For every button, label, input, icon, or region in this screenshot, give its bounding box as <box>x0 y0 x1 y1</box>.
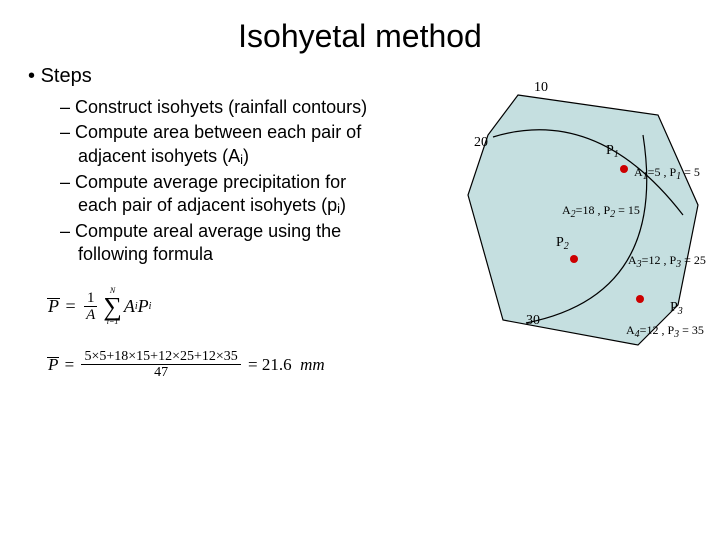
a1-as: 1 <box>643 171 648 182</box>
a2-a: A <box>562 203 571 217</box>
p1-p: P <box>606 143 614 158</box>
step-4: Compute areal average using the followin… <box>60 220 390 267</box>
dot-p1 <box>620 165 628 173</box>
step-2: Compute area between each pair of adjace… <box>60 121 390 168</box>
formula-area: P = 1 A N ∑ i=1 AiPi P = 5×5+18×15+12×25… <box>18 269 390 381</box>
a4-a: A <box>626 323 635 337</box>
formula2-unit: mm <box>300 355 325 375</box>
a2-pv: 15 <box>628 203 640 217</box>
p1-sub: 1 <box>614 149 619 160</box>
area-label-1: A1=5 , P1 = 5 <box>634 165 700 182</box>
left-column: Steps Construct isohyets (rainfall conto… <box>18 65 398 445</box>
formula2-unit-sp <box>292 355 301 375</box>
right-column: 10 20 30 P1 P2 P3 A1=5 , P1 = 5 A2=18 , … <box>398 65 702 445</box>
a3-pv: 25 <box>694 253 706 267</box>
dot-p2 <box>570 255 578 263</box>
a2-av: 18 <box>582 203 594 217</box>
a3-av: 12 <box>648 253 660 267</box>
term-a: A <box>124 296 135 317</box>
step-3-text: Compute average precipitation for each p… <box>75 172 346 215</box>
step-1: Construct isohyets (rainfall contours) <box>60 96 390 119</box>
area-label-4: A4=12 , P3 = 35 <box>626 323 704 340</box>
step-3-close: ) <box>340 195 346 215</box>
a4-as: 4 <box>635 329 640 340</box>
plabel-1: P1 <box>606 143 619 160</box>
steps-list: Construct isohyets (rainfall contours) C… <box>18 96 390 267</box>
formula2-lhs: P <box>46 355 60 375</box>
equals-1: = <box>61 296 80 317</box>
term-p: P <box>138 296 149 317</box>
steps-heading: Steps <box>18 65 390 88</box>
a1-av: 5 <box>654 165 660 179</box>
plabel-3: P3 <box>670 300 683 317</box>
formula2-den: 47 <box>151 365 171 380</box>
step-2-close: ) <box>243 146 249 166</box>
p3-p: P <box>670 300 678 315</box>
frac-num: 1 <box>84 290 98 308</box>
formula-frac: 1 A <box>83 290 98 324</box>
sigma-lower: i=1 <box>107 318 119 326</box>
dot-p3 <box>636 295 644 303</box>
p2-sub: 2 <box>564 241 569 252</box>
a1-ps: 1 <box>676 171 681 182</box>
a3-ps: 3 <box>676 259 681 270</box>
equals-2: = <box>60 355 78 375</box>
basin-region <box>468 95 698 345</box>
p2-p: P <box>556 235 564 250</box>
contour-label-10: 10 <box>534 80 548 96</box>
equals-3: = <box>244 355 262 375</box>
step-2-text: Compute area between each pair of adjace… <box>75 122 361 165</box>
a2-ps: 2 <box>610 209 615 220</box>
a1-pv: 5 <box>694 165 700 179</box>
a2-as: 2 <box>571 209 576 220</box>
plabel-2: P2 <box>556 235 569 252</box>
frac-den: A <box>83 307 98 324</box>
term-p-sub: i <box>149 301 152 312</box>
formula-main: P = 1 A N ∑ i=1 AiPi <box>46 279 390 335</box>
sigma: N ∑ i=1 <box>103 287 122 326</box>
formula2-frac: 5×5+18×15+12×25+12×35 47 <box>81 349 240 381</box>
contour-label-20: 20 <box>474 135 488 151</box>
formula-lhs: P <box>46 296 61 317</box>
a4-av: 12 <box>646 323 658 337</box>
isohyet-diagram: 10 20 30 P1 P2 P3 A1=5 , P1 = 5 A2=18 , … <box>398 75 702 445</box>
a4-ps: 3 <box>674 329 679 340</box>
p3-sub: 3 <box>678 306 683 317</box>
contour-label-30: 30 <box>526 313 540 329</box>
area-label-2: A2=18 , P2 = 15 <box>562 203 640 220</box>
a3-a: A <box>628 253 637 267</box>
content-area: Steps Construct isohyets (rainfall conto… <box>0 65 720 445</box>
a3-as: 3 <box>637 259 642 270</box>
area-label-3: A3=12 , P3 = 25 <box>628 253 706 270</box>
a4-pv: 35 <box>692 323 704 337</box>
formula2-result: 21.6 <box>262 355 292 375</box>
a1-a: A <box>634 165 643 179</box>
step-3: Compute average precipitation for each p… <box>60 171 390 218</box>
sigma-symbol: ∑ <box>103 295 122 318</box>
formula2-num: 5×5+18×15+12×25+12×35 <box>81 349 240 365</box>
formula-example: P = 5×5+18×15+12×25+12×35 47 = 21.6 mm <box>46 349 390 381</box>
page-title: Isohyetal method <box>0 0 720 65</box>
